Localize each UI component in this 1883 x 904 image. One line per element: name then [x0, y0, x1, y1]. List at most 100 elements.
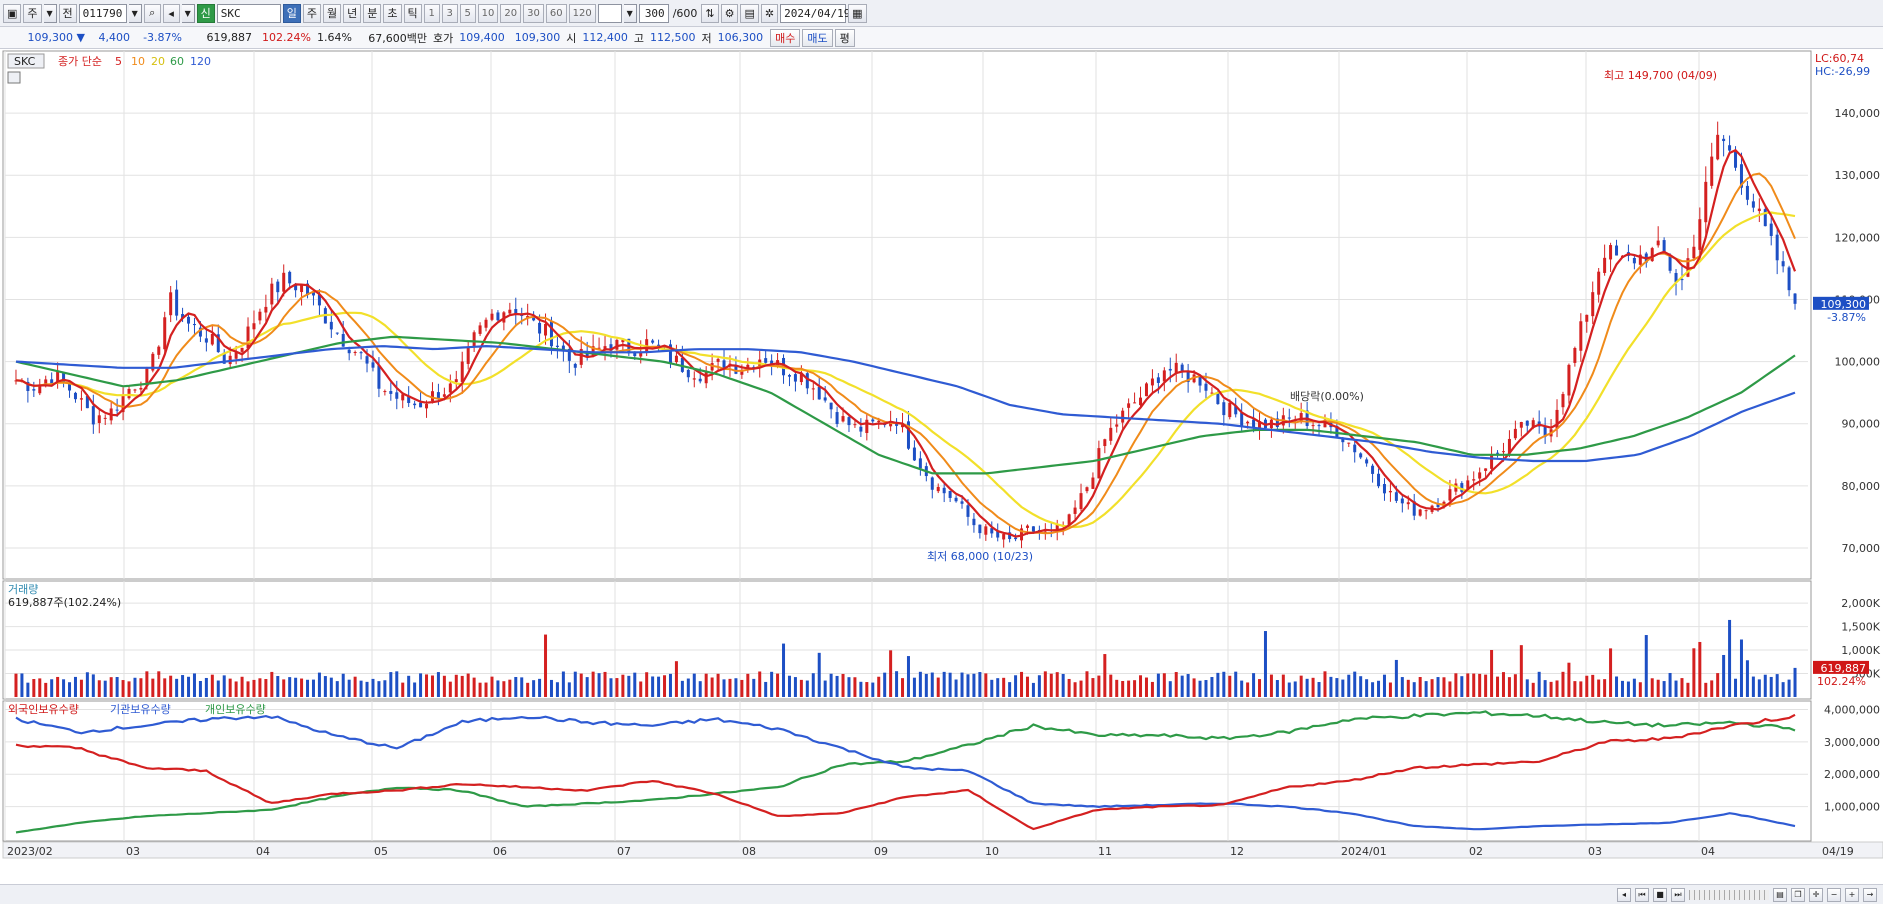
volume-bar — [573, 671, 577, 697]
volume-bar — [1745, 660, 1749, 697]
volume-bar — [680, 680, 684, 697]
zoom-in-icon[interactable]: + — [1845, 887, 1859, 902]
timeframe-day[interactable]: 일 — [282, 3, 301, 23]
timeframe-week[interactable]: 주 — [302, 3, 322, 23]
panel-menu-icon[interactable] — [7, 71, 21, 84]
candle-body — [1638, 254, 1642, 265]
volume-bar — [32, 679, 36, 697]
volume-bar — [948, 672, 952, 697]
volume-bar — [835, 675, 839, 697]
expand-icon[interactable]: → — [1863, 887, 1877, 902]
stock-name-input[interactable]: SKC — [216, 3, 281, 23]
timeframe-tick[interactable]: 틱 — [403, 3, 422, 23]
forward-icon[interactable]: ⏭ — [1671, 887, 1685, 902]
individual-holdings-line — [15, 710, 1796, 834]
candle-body — [210, 333, 214, 345]
timeframe-minute[interactable]: 분 — [363, 3, 382, 23]
market-select[interactable]: 전 — [58, 3, 77, 23]
crosshair-icon[interactable]: ✛ — [1809, 887, 1823, 902]
candle-body — [799, 372, 803, 383]
minute-10[interactable]: 10 — [477, 3, 499, 23]
minute-1[interactable]: 1 — [423, 3, 440, 23]
volume-bar — [1258, 679, 1262, 697]
save-icon[interactable]: ▤ — [740, 3, 759, 23]
candle-body — [1287, 417, 1291, 419]
minute-20[interactable]: 20 — [500, 3, 522, 23]
candle-body — [252, 323, 256, 330]
volume-bar — [1186, 674, 1190, 697]
settings-icon[interactable]: ⚙ — [720, 3, 739, 23]
chart-type-icon[interactable]: ▤ — [1773, 887, 1787, 902]
count-input[interactable]: 300 — [638, 3, 669, 23]
minute-30[interactable]: 30 — [523, 3, 544, 23]
buy-button[interactable]: 매수 — [770, 28, 801, 47]
individual-holdings-label: 개인보유수량 — [205, 703, 266, 716]
period-select[interactable]: 주 — [23, 3, 42, 23]
stop-icon[interactable]: ■ — [1653, 887, 1667, 902]
gear-icon[interactable]: ✲ — [760, 3, 779, 23]
code-input[interactable]: 011790 — [78, 3, 127, 23]
candle-body — [1704, 181, 1708, 223]
timeframe-second[interactable]: 초 — [383, 3, 402, 23]
current-pct-label: -3.87% — [1827, 311, 1866, 324]
chart-area[interactable]: 140,000130,000120,000110,000100,00090,00… — [0, 49, 1883, 884]
volume-tick-label: 1,500K — [1841, 621, 1880, 634]
zoom-slider[interactable] — [1689, 889, 1769, 900]
custom-minute-dropdown-icon[interactable]: ▼ — [623, 3, 637, 23]
scroll-left-icon[interactable]: ◂ — [1617, 887, 1631, 902]
candle-body — [1501, 451, 1505, 453]
calendar-icon[interactable]: ▦ — [848, 3, 867, 23]
volume-bar — [460, 675, 464, 697]
status-bar: ◂ ⏮ ■ ⏭ ▤ ❐ ✛ − + → — [0, 884, 1883, 904]
volume-bar — [1180, 675, 1184, 697]
volume-bar — [1579, 681, 1583, 697]
moving-averages — [15, 148, 1797, 538]
date-input[interactable]: 2024/04/19 — [780, 3, 850, 23]
volume-bar — [1728, 619, 1732, 697]
candle-body — [1763, 209, 1767, 227]
volume-bar — [317, 672, 321, 697]
zoom-out-icon[interactable]: − — [1827, 887, 1841, 902]
candle-body — [353, 351, 357, 353]
volume-bar — [1049, 673, 1053, 697]
volume-bar — [454, 674, 458, 697]
sell-button[interactable]: 매도 — [802, 28, 833, 47]
volume-bar — [966, 674, 970, 697]
minute-120[interactable]: 120 — [568, 3, 596, 23]
volume-bar — [722, 679, 726, 697]
timeframe-year[interactable]: 년 — [343, 3, 362, 23]
candle-body — [478, 325, 482, 334]
minute-5[interactable]: 5 — [459, 3, 476, 23]
compare-icon[interactable]: ⇅ — [701, 3, 719, 23]
volume-bar — [1192, 678, 1196, 697]
price-tick-label: 130,000 — [1835, 169, 1881, 182]
candle-body — [430, 391, 434, 402]
candle-body — [770, 360, 774, 366]
window-icon[interactable]: ▣ — [3, 3, 22, 23]
volume-bar — [1263, 631, 1267, 697]
rewind-icon[interactable]: ⏮ — [1635, 887, 1649, 902]
minute-60[interactable]: 60 — [545, 3, 567, 23]
candle-body — [1216, 392, 1220, 405]
date-tick-label: 04 — [256, 845, 270, 858]
sound-icon[interactable]: ◂ — [162, 3, 180, 23]
candle-body — [1674, 272, 1678, 283]
timeframe-month[interactable]: 월 — [323, 3, 342, 23]
custom-minute-input[interactable] — [597, 3, 622, 23]
trade-amount: 67,600백만 — [368, 31, 427, 45]
copy-icon[interactable]: ❐ — [1791, 887, 1805, 902]
volume-bar — [1442, 677, 1446, 697]
candle-body — [175, 289, 179, 316]
candle-body — [490, 313, 494, 320]
volume-bar — [1204, 680, 1208, 697]
volume-bar — [889, 650, 893, 697]
volume-bar — [1418, 676, 1422, 697]
avg-button[interactable]: 평 — [834, 28, 855, 47]
search-icon[interactable]: ⌕ — [143, 3, 161, 23]
volume-bar — [1567, 662, 1571, 697]
minute-3[interactable]: 3 — [441, 3, 458, 23]
sound-dropdown-icon[interactable]: ▼ — [181, 3, 195, 23]
dropdown-icon[interactable]: ▼ — [43, 3, 57, 23]
candle-body — [1686, 258, 1690, 277]
code-dropdown-icon[interactable]: ▼ — [128, 3, 142, 23]
